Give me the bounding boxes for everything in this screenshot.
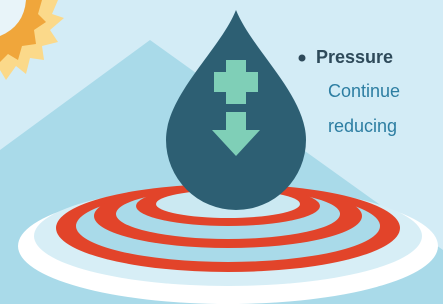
bullet-text: Continue: [328, 81, 400, 101]
illustration: Pressure Continue reducing: [0, 0, 443, 304]
page: Pressure Continue reducing (() => { cons…: [0, 0, 443, 304]
bullet-dot: [299, 55, 306, 62]
bullet-text: reducing: [328, 116, 397, 136]
bullet-title: Pressure: [316, 47, 393, 67]
